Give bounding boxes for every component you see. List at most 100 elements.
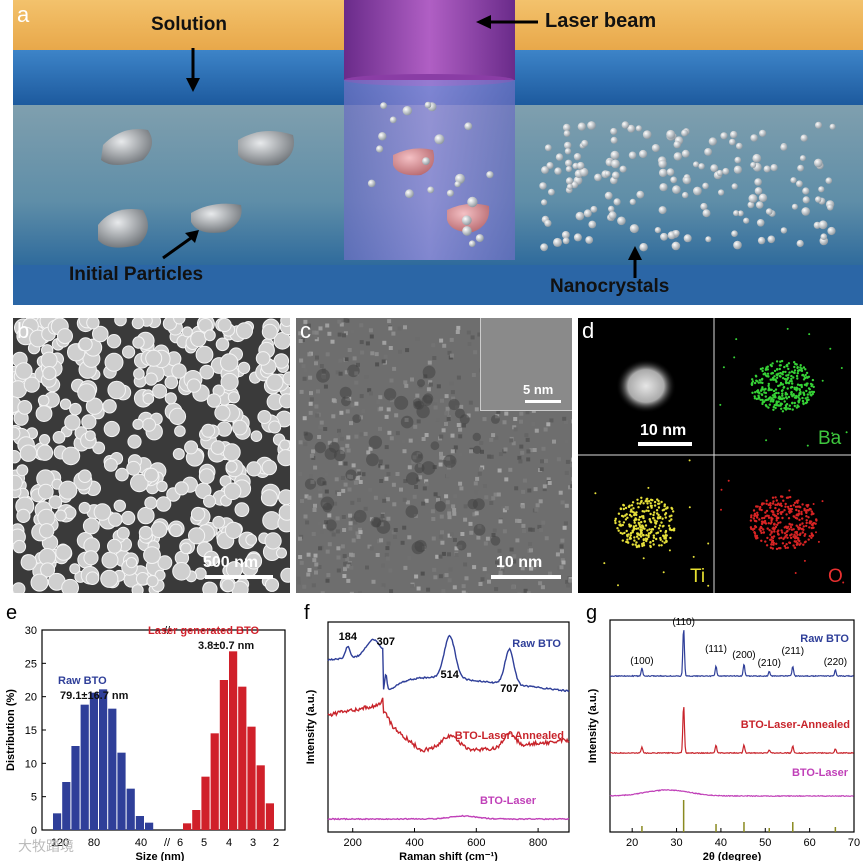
- o-signal: [803, 525, 805, 527]
- tem-grain: [543, 484, 547, 488]
- tem-grain: [564, 412, 568, 416]
- ba-signal: [829, 348, 831, 350]
- ba-signal: [785, 381, 787, 383]
- tem-grain: [349, 521, 353, 525]
- nanocrystal: [734, 166, 742, 174]
- laser-schematic: [13, 0, 863, 305]
- ti-signal: [618, 521, 620, 523]
- ti-signal: [640, 500, 642, 502]
- sem-particle: [70, 564, 80, 574]
- nanocrystal: [752, 154, 761, 163]
- o-signal: [773, 535, 775, 537]
- nanocrystal: [819, 220, 828, 229]
- tem-grain: [392, 483, 396, 487]
- tem-grain: [385, 415, 389, 419]
- nanocrystal: [792, 204, 798, 210]
- o-signal: [774, 496, 776, 498]
- ba-signal: [771, 362, 773, 364]
- ba-signal: [757, 389, 759, 391]
- ti-signal: [626, 517, 628, 519]
- nanocrystal: [764, 166, 771, 173]
- ti-signal: [629, 536, 631, 538]
- tem-grain: [315, 331, 319, 335]
- sem-particle: [181, 543, 192, 554]
- raw-bto-bar: [81, 705, 89, 830]
- o-signal: [774, 504, 776, 506]
- tem-grain: [439, 463, 443, 467]
- sem-particle: [143, 418, 156, 431]
- nanocrystal: [674, 141, 681, 148]
- tem-grain: [539, 499, 543, 503]
- ti-signal: [623, 508, 625, 510]
- nanocrystal: [608, 206, 614, 212]
- ti-signal: [670, 515, 672, 517]
- tem-grain: [387, 407, 391, 411]
- nanocrystal: [574, 153, 581, 160]
- tem-grain: [298, 555, 302, 559]
- o-signal: [805, 525, 807, 527]
- tem-nanocrystal: [491, 536, 501, 546]
- ti-signal: [654, 501, 656, 503]
- o-signal: [788, 517, 790, 519]
- sem-particle: [133, 419, 143, 429]
- sem-particle: [40, 435, 50, 445]
- tem-grain: [326, 579, 330, 583]
- tem-grain: [526, 438, 530, 442]
- tem-grain: [396, 472, 400, 476]
- tem-grain: [305, 520, 309, 524]
- o-signal: [771, 510, 773, 512]
- ti-signal: [632, 543, 634, 545]
- tem-grain: [452, 508, 456, 512]
- tem-grain: [388, 326, 392, 330]
- tem-grain: [299, 359, 303, 363]
- tem-grain: [444, 411, 448, 415]
- tem-grain: [369, 328, 373, 332]
- sem-particle: [145, 497, 157, 509]
- o-signal: [818, 541, 820, 543]
- ba-signal: [794, 405, 796, 407]
- nanocrystal: [797, 165, 804, 172]
- ba-signal: [773, 396, 775, 398]
- ti-signal: [639, 516, 641, 518]
- tem-grain: [386, 557, 390, 561]
- tem-grain: [526, 449, 530, 453]
- sem-particle: [225, 522, 241, 538]
- tem-grain: [376, 400, 380, 404]
- ba-signal: [794, 402, 796, 404]
- ti-signal: [662, 540, 664, 542]
- raw-bto-bar: [99, 689, 107, 830]
- nanocrystal: [673, 230, 679, 236]
- tem-grain: [357, 535, 361, 539]
- laser-bto-bar: [201, 777, 209, 830]
- tem-grain: [408, 465, 412, 469]
- ti-signal: [645, 540, 647, 542]
- o-signal: [753, 531, 755, 533]
- ba-signal: [787, 368, 789, 370]
- ba-signal: [791, 380, 793, 382]
- ti-signal: [659, 516, 661, 518]
- o-signal: [815, 531, 817, 533]
- ba-signal: [754, 395, 756, 397]
- tem-grain: [513, 417, 517, 421]
- ti-signal: [614, 522, 616, 524]
- nanocrystal: [578, 123, 586, 131]
- tem-grain: [318, 487, 322, 491]
- nanocrystal: [540, 243, 548, 251]
- ti-signal: [665, 516, 667, 518]
- tem-grain: [455, 553, 459, 557]
- sem-particle: [103, 400, 116, 413]
- o-signal: [799, 506, 801, 508]
- ba-signal: [782, 410, 784, 412]
- ba-signal: [793, 366, 795, 368]
- o-signal: [760, 540, 762, 542]
- tem-grain: [378, 395, 382, 399]
- o-signal: [803, 535, 805, 537]
- tem-grain: [444, 422, 448, 426]
- tem-grain: [457, 376, 461, 380]
- sem-particle: [280, 440, 290, 450]
- miller-index-label: (211): [781, 646, 804, 657]
- ti-signal: [653, 511, 655, 513]
- tem-grain: [299, 440, 303, 444]
- tem-grain: [449, 567, 453, 571]
- sem-particle: [17, 465, 28, 476]
